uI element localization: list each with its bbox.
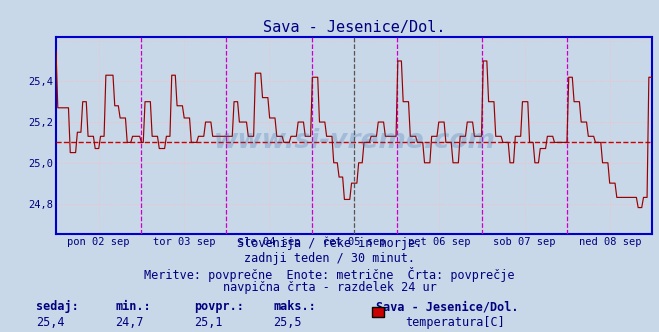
Title: Sava - Jesenice/Dol.: Sava - Jesenice/Dol. [263, 20, 445, 35]
Text: Meritve: povprečne  Enote: metrične  Črta: povprečje: Meritve: povprečne Enote: metrične Črta:… [144, 267, 515, 282]
Text: povpr.:: povpr.: [194, 300, 244, 313]
Text: zadnji teden / 30 minut.: zadnji teden / 30 minut. [244, 252, 415, 265]
Text: maks.:: maks.: [273, 300, 316, 313]
Text: min.:: min.: [115, 300, 151, 313]
Text: 25,1: 25,1 [194, 316, 223, 329]
Text: 25,5: 25,5 [273, 316, 302, 329]
Text: sedaj:: sedaj: [36, 300, 79, 313]
Text: temperatura[C]: temperatura[C] [405, 316, 505, 329]
Text: navpična črta - razdelek 24 ur: navpična črta - razdelek 24 ur [223, 281, 436, 293]
Text: Slovenija / reke in morje.: Slovenija / reke in morje. [237, 237, 422, 250]
Text: www.si-vreme.com: www.si-vreme.com [214, 128, 495, 154]
Text: Sava - Jesenice/Dol.: Sava - Jesenice/Dol. [376, 300, 518, 313]
Text: 24,7: 24,7 [115, 316, 144, 329]
Text: 25,4: 25,4 [36, 316, 65, 329]
